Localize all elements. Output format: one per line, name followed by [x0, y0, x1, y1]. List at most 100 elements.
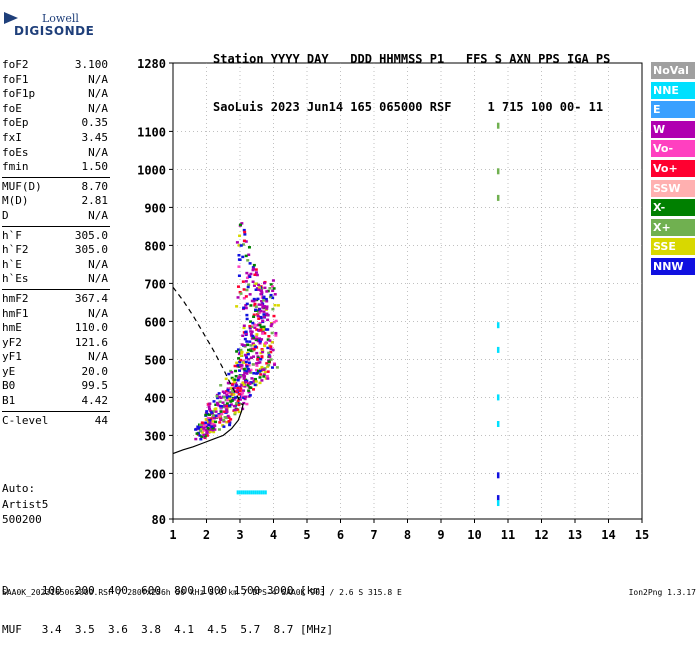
echo-point: [270, 322, 274, 326]
echo-point: [217, 392, 221, 395]
echo-point: [268, 287, 272, 290]
echo-point: [248, 293, 252, 296]
echo-point: [262, 296, 266, 300]
echo-point: [214, 403, 218, 407]
param-name: yE: [2, 364, 16, 378]
echo-point: [253, 304, 257, 307]
echo-point: [229, 403, 233, 406]
x-tick-label: 4: [270, 528, 277, 542]
echo-point: [262, 368, 266, 371]
echo-point: [245, 313, 249, 317]
echo-point: [236, 399, 240, 403]
legend-item: NNE: [651, 81, 695, 99]
param-name: foEp: [2, 116, 29, 130]
echo-point: [204, 413, 208, 417]
echo-point: [259, 328, 263, 332]
echo-point: [244, 378, 248, 382]
param-row: foE N/A: [2, 102, 110, 117]
echo-point: [254, 308, 258, 312]
autoscaling-info: Auto: Artist5 500200: [2, 481, 48, 528]
x-tick-label: 14: [601, 528, 615, 542]
echo-point: [233, 411, 237, 414]
echo-point: [259, 309, 263, 313]
echo-point: [263, 286, 267, 290]
echo-point: [227, 416, 231, 419]
low-band-echo: [248, 490, 251, 495]
echo-point: [243, 344, 247, 347]
echo-point: [255, 333, 259, 336]
echo-point: [235, 361, 239, 365]
param-row: h`Es N/A: [2, 272, 110, 287]
echo-point: [238, 223, 242, 227]
echo-point: [249, 304, 253, 307]
echo-point: [241, 359, 245, 363]
echo-point: [252, 355, 256, 358]
echo-point: [240, 222, 244, 225]
x-tick-label: 7: [370, 528, 377, 542]
echo-point: [251, 342, 255, 346]
echo-point: [256, 287, 260, 290]
logo-digisonde: DIGISONDE: [14, 24, 95, 38]
echo-point: [255, 368, 259, 372]
echo-point: [208, 424, 212, 427]
echo-point: [229, 369, 233, 373]
echo-point: [256, 356, 260, 360]
echo-point: [222, 410, 226, 413]
echo-point: [210, 425, 214, 428]
echo-point: [267, 334, 271, 338]
legend-item: SSW: [651, 179, 695, 197]
echo-point: [254, 268, 258, 271]
low-band-echo: [262, 490, 265, 495]
echo-point: [252, 299, 256, 303]
echo-point: [249, 320, 253, 323]
echo-point: [219, 384, 223, 387]
echo-point: [217, 413, 221, 416]
echo-point: [242, 326, 246, 330]
param-name: fmin: [2, 160, 29, 174]
echo-point: [226, 414, 230, 418]
echo-point: [235, 390, 239, 393]
param-row: h`F2 305.0: [2, 243, 110, 258]
echo-point: [258, 361, 262, 364]
low-band-echo: [258, 490, 261, 495]
echo-point: [265, 312, 269, 316]
echo-point: [233, 412, 237, 416]
low-band-echo: [256, 490, 259, 495]
low-band-echo: [238, 490, 241, 495]
echo-point: [251, 266, 255, 269]
ionogram-chart: 1 2 3 4 5 6 7 8 9 10 11 12 13 14 158020030040050060070…: [137, 57, 649, 542]
echo-point: [211, 414, 215, 417]
echo-point: [271, 285, 275, 288]
echo-point: [235, 241, 239, 244]
echo-point: [262, 375, 266, 378]
echo-point: [230, 376, 234, 380]
echo-point: [265, 374, 269, 378]
echo-point: [219, 404, 223, 408]
echo-point: [229, 418, 233, 421]
param-row: h`F 305.0: [2, 229, 110, 244]
echo-point: [242, 401, 246, 405]
echo-point: [247, 246, 251, 249]
echo-point: [237, 403, 241, 407]
echo-point: [256, 313, 260, 316]
echo-point: [249, 356, 253, 359]
echo-point: [244, 280, 248, 283]
scaled-parameters-panel: foF2 3.100 foF1 N/A foF1p N/A foE N/A foEp 0.35 fx…: [2, 58, 110, 428]
echo-point: [256, 339, 260, 343]
echo-point: [213, 428, 217, 431]
low-band-echo: [246, 490, 249, 495]
echo-point: [265, 290, 269, 293]
echo-point: [260, 291, 264, 294]
echo-point: [245, 302, 249, 306]
echo-point: [262, 325, 266, 329]
echo-point: [194, 437, 198, 441]
param-row: M(D) 2.81: [2, 194, 110, 209]
echo-point: [244, 295, 248, 298]
echo-point: [246, 285, 250, 289]
echo-point: [252, 315, 256, 319]
echo-point: [232, 393, 236, 396]
echo-point: [249, 349, 253, 352]
param-value: 0.35: [81, 116, 109, 130]
echo-point: [231, 378, 235, 381]
param-name: M(D): [2, 194, 29, 208]
